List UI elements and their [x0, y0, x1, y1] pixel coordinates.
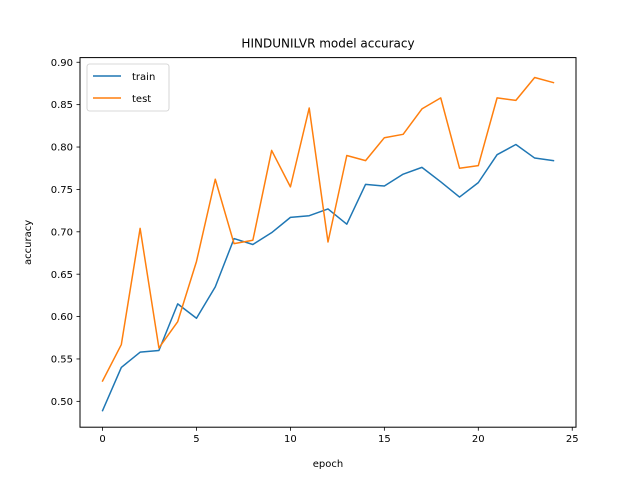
- x-axis-ticks: 0 5 10 15 20 25: [99, 427, 579, 445]
- x-tick-label: 10: [284, 434, 297, 445]
- plot-lines: [101, 76, 555, 412]
- y-tick-label: 0.80: [51, 143, 73, 154]
- series-line-test: [101, 76, 555, 383]
- y-tick-label: 0.55: [51, 355, 73, 366]
- y-tick-label: 0.60: [51, 312, 73, 323]
- legend-label-test: test: [132, 94, 151, 105]
- chart-title: HINDUNILVR model accuracy: [241, 37, 414, 51]
- axes-frame: [79, 57, 577, 428]
- legend-box: [86, 63, 170, 112]
- y-tick-label: 0.90: [51, 58, 73, 69]
- y-tick-label: 0.75: [51, 185, 73, 196]
- legend: train test: [86, 63, 170, 112]
- y-tick-label: 0.50: [51, 397, 73, 408]
- x-tick-label: 5: [193, 434, 199, 445]
- x-tick-label: 25: [566, 434, 579, 445]
- y-tick-label: 0.70: [51, 227, 73, 238]
- x-axis-label: epoch: [313, 459, 343, 470]
- y-axis-ticks: 0.50 0.55 0.60 0.65 0.70 0.75 0.80 0.85 0.90: [51, 58, 80, 408]
- legend-label-train: train: [132, 72, 155, 83]
- series-line-train: [101, 143, 555, 412]
- y-axis-label: accuracy: [23, 220, 34, 265]
- y-tick-label: 0.85: [51, 100, 73, 111]
- x-tick-label: 20: [472, 434, 485, 445]
- x-tick-label: 15: [378, 434, 391, 445]
- x-tick-label: 0: [99, 434, 105, 445]
- y-tick-label: 0.65: [51, 270, 73, 281]
